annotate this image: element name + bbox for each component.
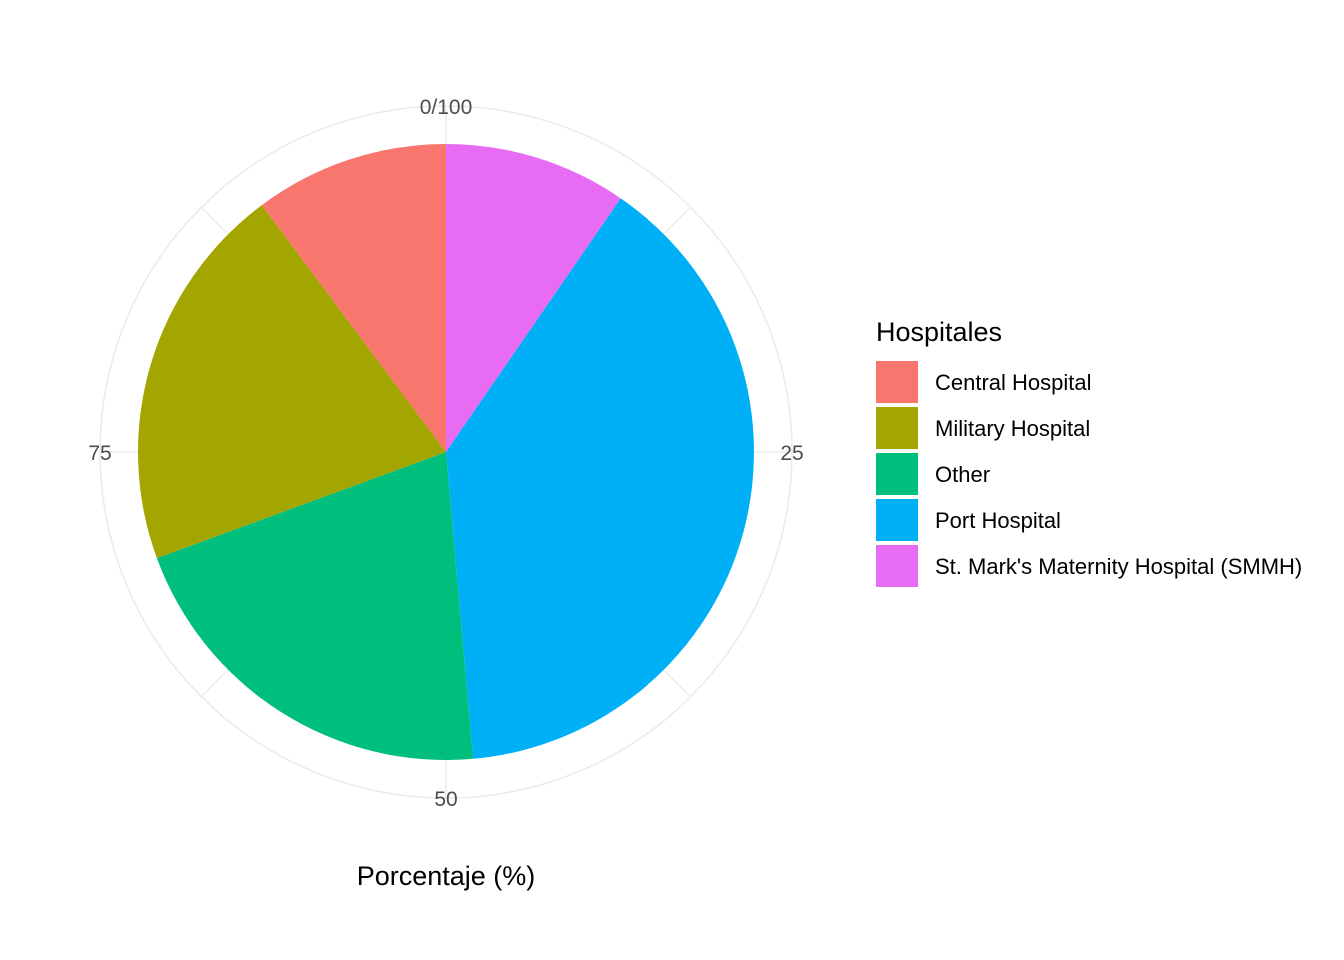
legend-key	[876, 453, 918, 495]
legend-label: Central Hospital	[935, 370, 1092, 395]
x-axis-title: Porcentaje (%)	[357, 861, 536, 891]
legend-key	[876, 499, 918, 541]
theta-tick-label: 75	[88, 442, 111, 465]
legend-key	[876, 361, 918, 403]
pie-slices	[138, 144, 754, 760]
pie-slice-other	[156, 452, 474, 760]
legend: Hospitales Central Hospital Military Hosp…	[876, 317, 1302, 587]
pie-slice-port-hospital	[446, 198, 754, 759]
pie-slice-st-mark-s-maternity-hospital-smmh	[446, 144, 621, 452]
legend-title: Hospitales	[876, 317, 1002, 347]
pie-slice-central-hospital	[261, 144, 446, 452]
legend-label: St. Mark's Maternity Hospital (SMMH)	[935, 554, 1302, 579]
legend-label: Military Hospital	[935, 416, 1090, 441]
legend-key	[876, 407, 918, 449]
legend-label: Other	[935, 462, 990, 487]
theta-tick-label: 50	[434, 788, 457, 811]
theta-tick-labels: 0/100 25 50 75	[88, 96, 803, 811]
theta-tick-label: 0/100	[420, 96, 473, 119]
pie-slice-military-hospital	[138, 205, 446, 559]
legend-label: Port Hospital	[935, 508, 1061, 533]
legend-key	[876, 545, 918, 587]
theta-tick-label: 25	[780, 442, 803, 465]
